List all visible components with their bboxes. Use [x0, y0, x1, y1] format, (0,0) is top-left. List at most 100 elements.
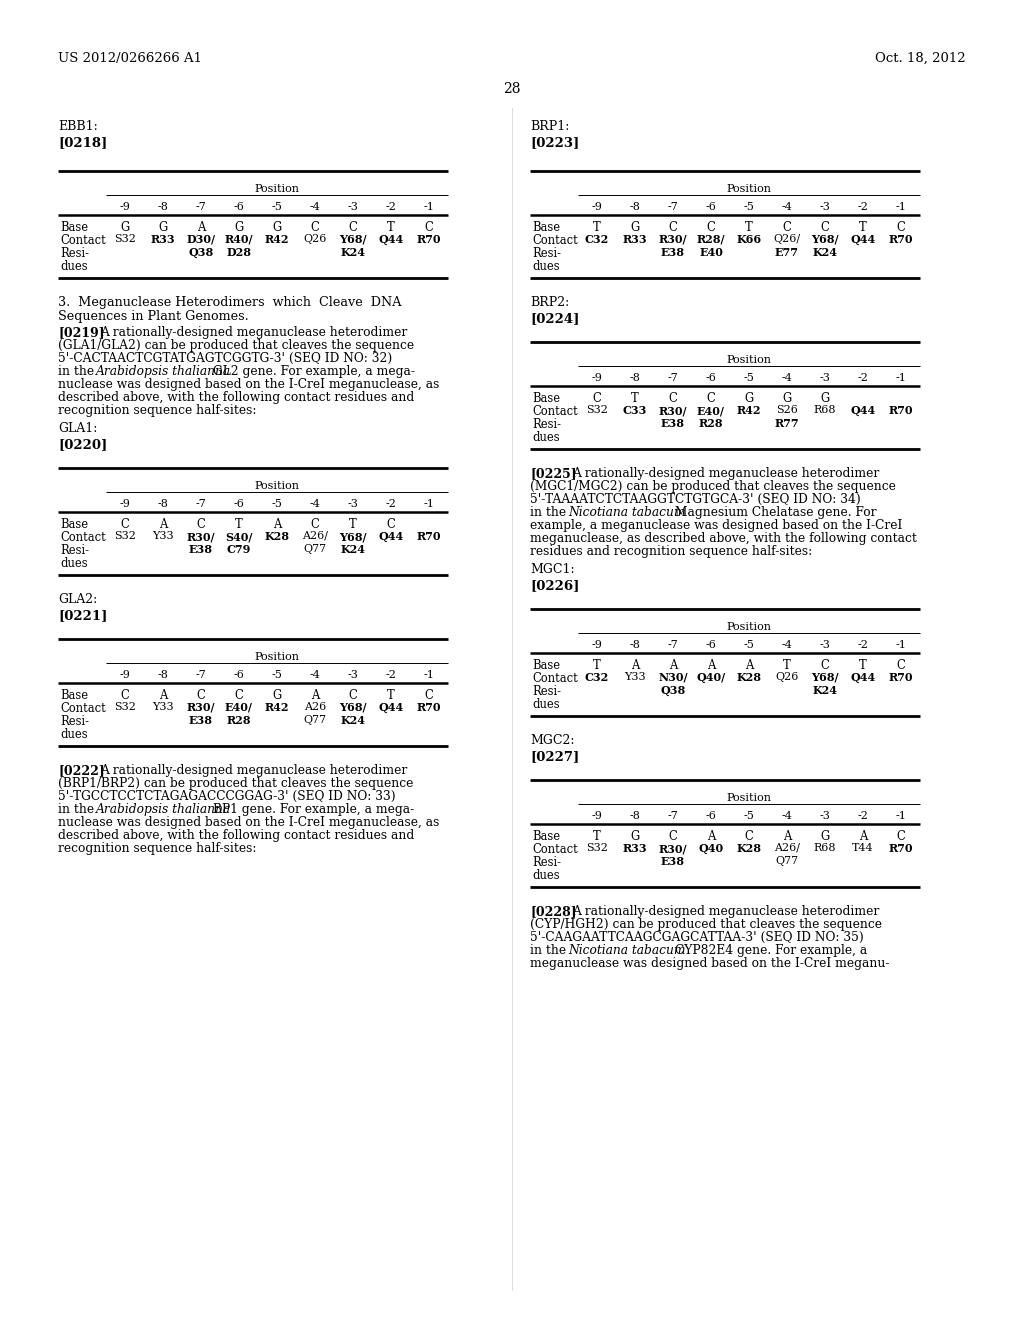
Text: -3: -3 [819, 810, 830, 821]
Text: S32: S32 [114, 234, 136, 244]
Text: Resi-: Resi- [60, 247, 89, 260]
Text: G: G [820, 392, 829, 405]
Text: -5: -5 [271, 671, 283, 680]
Text: C: C [707, 392, 716, 405]
Text: E38: E38 [189, 715, 213, 726]
Text: K28: K28 [264, 531, 290, 543]
Text: E77: E77 [775, 247, 799, 257]
Text: R42: R42 [265, 702, 289, 713]
Text: (CYP/HGH2) can be produced that cleaves the sequence: (CYP/HGH2) can be produced that cleaves … [530, 917, 882, 931]
Text: dues: dues [60, 557, 88, 570]
Text: C: C [669, 830, 677, 843]
Text: -8: -8 [630, 640, 640, 649]
Text: T: T [593, 830, 601, 843]
Text: Base: Base [60, 689, 88, 702]
Text: S32: S32 [114, 702, 136, 711]
Text: Y68/: Y68/ [339, 702, 367, 713]
Text: R42: R42 [736, 405, 761, 416]
Text: -9: -9 [592, 202, 602, 213]
Text: [0220]: [0220] [58, 438, 108, 451]
Text: C: C [897, 830, 905, 843]
Text: G: G [272, 689, 282, 702]
Text: EBB1:: EBB1: [58, 120, 97, 133]
Text: K28: K28 [736, 672, 762, 682]
Text: R68: R68 [814, 405, 837, 414]
Text: R70: R70 [417, 234, 441, 246]
Text: T: T [349, 517, 357, 531]
Text: E38: E38 [189, 544, 213, 554]
Text: C: C [669, 220, 677, 234]
Text: A: A [159, 689, 167, 702]
Text: T: T [859, 659, 867, 672]
Text: -3: -3 [347, 499, 358, 510]
Text: -4: -4 [781, 374, 793, 383]
Text: A: A [783, 830, 792, 843]
Text: C: C [707, 220, 716, 234]
Text: [0218]: [0218] [58, 136, 108, 149]
Text: -3: -3 [819, 640, 830, 649]
Text: T: T [387, 689, 395, 702]
Text: -8: -8 [630, 810, 640, 821]
Text: C: C [121, 689, 129, 702]
Text: Position: Position [726, 793, 771, 803]
Text: Resi-: Resi- [532, 855, 561, 869]
Text: -7: -7 [668, 202, 678, 213]
Text: C: C [593, 392, 601, 405]
Text: -8: -8 [630, 202, 640, 213]
Text: Arabidopsis thalianna: Arabidopsis thalianna [96, 366, 231, 378]
Text: -6: -6 [233, 499, 245, 510]
Text: Q44: Q44 [850, 672, 876, 682]
Text: dues: dues [532, 698, 560, 711]
Text: R30/: R30/ [658, 234, 687, 246]
Text: in the: in the [58, 366, 98, 378]
Text: R70: R70 [889, 672, 913, 682]
Text: Base: Base [60, 220, 88, 234]
Text: [0221]: [0221] [58, 609, 108, 622]
Text: -9: -9 [120, 671, 130, 680]
Text: Position: Position [726, 183, 771, 194]
Text: N30/: N30/ [658, 672, 688, 682]
Text: Contact: Contact [60, 702, 105, 715]
Text: [0226]: [0226] [530, 579, 580, 591]
Text: -3: -3 [819, 202, 830, 213]
Text: Q77: Q77 [775, 855, 799, 866]
Text: C: C [197, 689, 206, 702]
Text: K24: K24 [812, 685, 838, 696]
Text: -6: -6 [706, 810, 717, 821]
Text: recognition sequence half-sites:: recognition sequence half-sites: [58, 404, 256, 417]
Text: C: C [897, 659, 905, 672]
Text: R70: R70 [417, 531, 441, 543]
Text: in the: in the [530, 506, 570, 519]
Text: Contact: Contact [532, 405, 578, 418]
Text: A: A [311, 689, 319, 702]
Text: example, a meganuclease was designed based on the I-CreI: example, a meganuclease was designed bas… [530, 519, 902, 532]
Text: D28: D28 [226, 247, 252, 257]
Text: residues and recognition sequence half-sites:: residues and recognition sequence half-s… [530, 545, 812, 558]
Text: (MGC1/MGC2) can be produced that cleaves the sequence: (MGC1/MGC2) can be produced that cleaves… [530, 480, 896, 492]
Text: -4: -4 [309, 499, 321, 510]
Text: MGC2:: MGC2: [530, 734, 574, 747]
Text: GLA1:: GLA1: [58, 422, 97, 436]
Text: -7: -7 [196, 499, 207, 510]
Text: C: C [425, 689, 433, 702]
Text: Position: Position [255, 480, 299, 491]
Text: -5: -5 [743, 202, 755, 213]
Text: Y68/: Y68/ [811, 234, 839, 246]
Text: R30/: R30/ [658, 405, 687, 416]
Text: C: C [782, 220, 792, 234]
Text: Y68/: Y68/ [811, 672, 839, 682]
Text: dues: dues [532, 869, 560, 882]
Text: E38: E38 [662, 247, 685, 257]
Text: C: C [310, 220, 319, 234]
Text: Q44: Q44 [379, 234, 403, 246]
Text: C79: C79 [226, 544, 251, 554]
Text: A rationally-designed meganuclease heterodimer: A rationally-designed meganuclease heter… [572, 467, 880, 480]
Text: 5'-CAAGAATTCAAGCGAGCATTAA-3' (SEQ ID NO: 35): 5'-CAAGAATTCAAGCGAGCATTAA-3' (SEQ ID NO:… [530, 931, 864, 944]
Text: -4: -4 [781, 810, 793, 821]
Text: [0223]: [0223] [530, 136, 580, 149]
Text: US 2012/0266266 A1: US 2012/0266266 A1 [58, 51, 202, 65]
Text: Nicotiana tabacum: Nicotiana tabacum [568, 506, 685, 519]
Text: Y33: Y33 [625, 672, 646, 682]
Text: R33: R33 [623, 234, 647, 246]
Text: -5: -5 [743, 640, 755, 649]
